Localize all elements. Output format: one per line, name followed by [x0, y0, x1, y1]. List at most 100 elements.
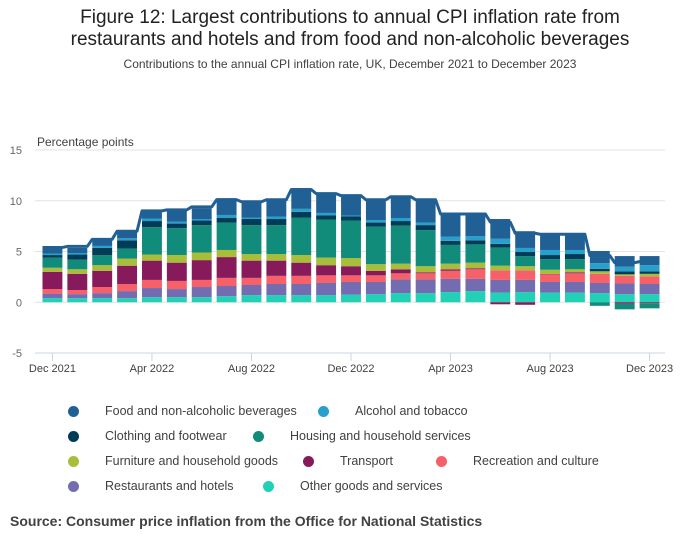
bar-segment[interactable]: [589, 273, 610, 283]
bar-stack[interactable]: [639, 256, 660, 309]
bar-segment[interactable]: [390, 218, 411, 222]
legend-item[interactable]: Clothing and footwear: [68, 429, 227, 443]
bar-segment[interactable]: [465, 291, 486, 303]
bar-segment[interactable]: [440, 269, 461, 271]
bar-segment[interactable]: [639, 283, 660, 295]
legend-item[interactable]: Recreation and culture: [436, 454, 599, 468]
bar-segment[interactable]: [42, 257, 63, 268]
bar-segment[interactable]: [515, 292, 536, 303]
bar-segment[interactable]: [490, 243, 511, 248]
bar-segment[interactable]: [142, 260, 162, 280]
bar-segment[interactable]: [639, 265, 660, 272]
bar-segment[interactable]: [515, 302, 536, 305]
bar-segment[interactable]: [365, 200, 386, 221]
bar-stack[interactable]: [316, 194, 337, 303]
bar-segment[interactable]: [117, 231, 138, 239]
bar-segment[interactable]: [316, 215, 337, 220]
bar-segment[interactable]: [440, 236, 461, 241]
bar-segment[interactable]: [241, 219, 262, 226]
bar-segment[interactable]: [117, 298, 138, 303]
bar-segment[interactable]: [142, 221, 162, 228]
bar-segment[interactable]: [92, 293, 113, 299]
bar-segment[interactable]: [639, 271, 660, 274]
bar-segment[interactable]: [92, 270, 113, 288]
legend-item[interactable]: Other goods and services: [263, 479, 442, 493]
bar-segment[interactable]: [42, 267, 63, 272]
bar-segment[interactable]: [191, 279, 212, 288]
bar-segment[interactable]: [316, 194, 337, 213]
bar-segment[interactable]: [390, 279, 411, 294]
bar-segment[interactable]: [365, 294, 386, 303]
bar-segment[interactable]: [67, 290, 88, 295]
bar-segment[interactable]: [341, 220, 361, 259]
bar-segment[interactable]: [191, 297, 212, 303]
bar-segment[interactable]: [266, 200, 287, 217]
bar-segment[interactable]: [415, 222, 436, 226]
bar-stack[interactable]: [166, 210, 187, 303]
bar-segment[interactable]: [341, 215, 361, 217]
bar-segment[interactable]: [365, 275, 386, 282]
bar-segment[interactable]: [490, 265, 511, 271]
legend-item[interactable]: Furniture and household goods: [68, 454, 278, 468]
bar-segment[interactable]: [142, 279, 162, 289]
bar-stack[interactable]: [440, 214, 461, 303]
bar-segment[interactable]: [92, 287, 113, 294]
bar-segment[interactable]: [291, 211, 312, 218]
bar-segment[interactable]: [341, 275, 361, 282]
bar-segment[interactable]: [92, 298, 113, 303]
bar-segment[interactable]: [639, 276, 660, 284]
legend-item[interactable]: Food and non-alcoholic beverages: [68, 404, 297, 418]
bar-segment[interactable]: [92, 239, 113, 246]
bar-segment[interactable]: [540, 249, 560, 256]
bar-segment[interactable]: [216, 222, 237, 250]
bar-segment[interactable]: [316, 257, 337, 266]
bar-segment[interactable]: [291, 295, 312, 303]
bar-segment[interactable]: [390, 293, 411, 303]
bar-segment[interactable]: [191, 287, 212, 298]
bar-segment[interactable]: [266, 219, 287, 226]
bar-segment[interactable]: [415, 273, 436, 280]
bar-segment[interactable]: [67, 259, 88, 270]
bar-segment[interactable]: [564, 259, 585, 270]
bar-segment[interactable]: [465, 278, 486, 292]
bar-segment[interactable]: [291, 262, 312, 276]
bar-segment[interactable]: [564, 272, 585, 274]
bar-segment[interactable]: [291, 283, 312, 296]
bar-segment[interactable]: [316, 282, 337, 296]
bar-segment[interactable]: [67, 254, 88, 260]
bar-segment[interactable]: [639, 294, 660, 303]
bar-segment[interactable]: [216, 198, 237, 215]
bar-segment[interactable]: [341, 258, 361, 267]
bar-segment[interactable]: [540, 273, 560, 275]
bar-stack[interactable]: [67, 247, 88, 303]
bar-segment[interactable]: [42, 293, 63, 299]
bar-segment[interactable]: [341, 266, 361, 276]
bar-stack[interactable]: [589, 250, 610, 306]
bar-segment[interactable]: [67, 273, 88, 291]
bar-segment[interactable]: [166, 210, 187, 222]
bar-segment[interactable]: [216, 296, 237, 303]
bar-segment[interactable]: [67, 269, 88, 274]
bar-stack[interactable]: [92, 239, 113, 303]
bar-segment[interactable]: [490, 302, 511, 305]
bar-segment[interactable]: [266, 283, 287, 296]
bar-segment[interactable]: [365, 226, 386, 265]
bar-segment[interactable]: [465, 262, 486, 269]
bar-segment[interactable]: [316, 212, 337, 216]
bar-segment[interactable]: [117, 238, 138, 241]
bar-segment[interactable]: [440, 270, 461, 279]
bar-segment[interactable]: [341, 281, 361, 295]
bar-segment[interactable]: [365, 270, 386, 276]
bar-segment[interactable]: [191, 260, 212, 280]
bar-segment[interactable]: [415, 225, 436, 231]
bar-stack[interactable]: [341, 194, 361, 303]
bar-segment[interactable]: [216, 257, 237, 278]
bar-segment[interactable]: [241, 295, 262, 303]
bar-segment[interactable]: [540, 259, 560, 270]
bar-segment[interactable]: [166, 228, 187, 256]
legend-item[interactable]: Alcohol and tobacco: [318, 404, 468, 418]
bar-segment[interactable]: [515, 266, 536, 271]
bar-segment[interactable]: [490, 270, 511, 280]
bar-segment[interactable]: [564, 254, 585, 260]
bar-segment[interactable]: [490, 238, 511, 244]
